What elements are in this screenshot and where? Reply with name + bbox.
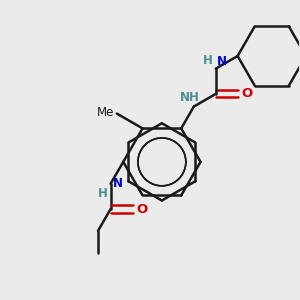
Text: O: O — [136, 202, 148, 215]
Text: N: N — [113, 177, 123, 190]
Text: O: O — [242, 87, 253, 101]
Text: H: H — [203, 54, 213, 67]
Text: N: N — [217, 55, 227, 68]
Text: NH: NH — [179, 91, 199, 104]
Text: H: H — [98, 187, 108, 200]
Text: Me: Me — [97, 106, 115, 118]
